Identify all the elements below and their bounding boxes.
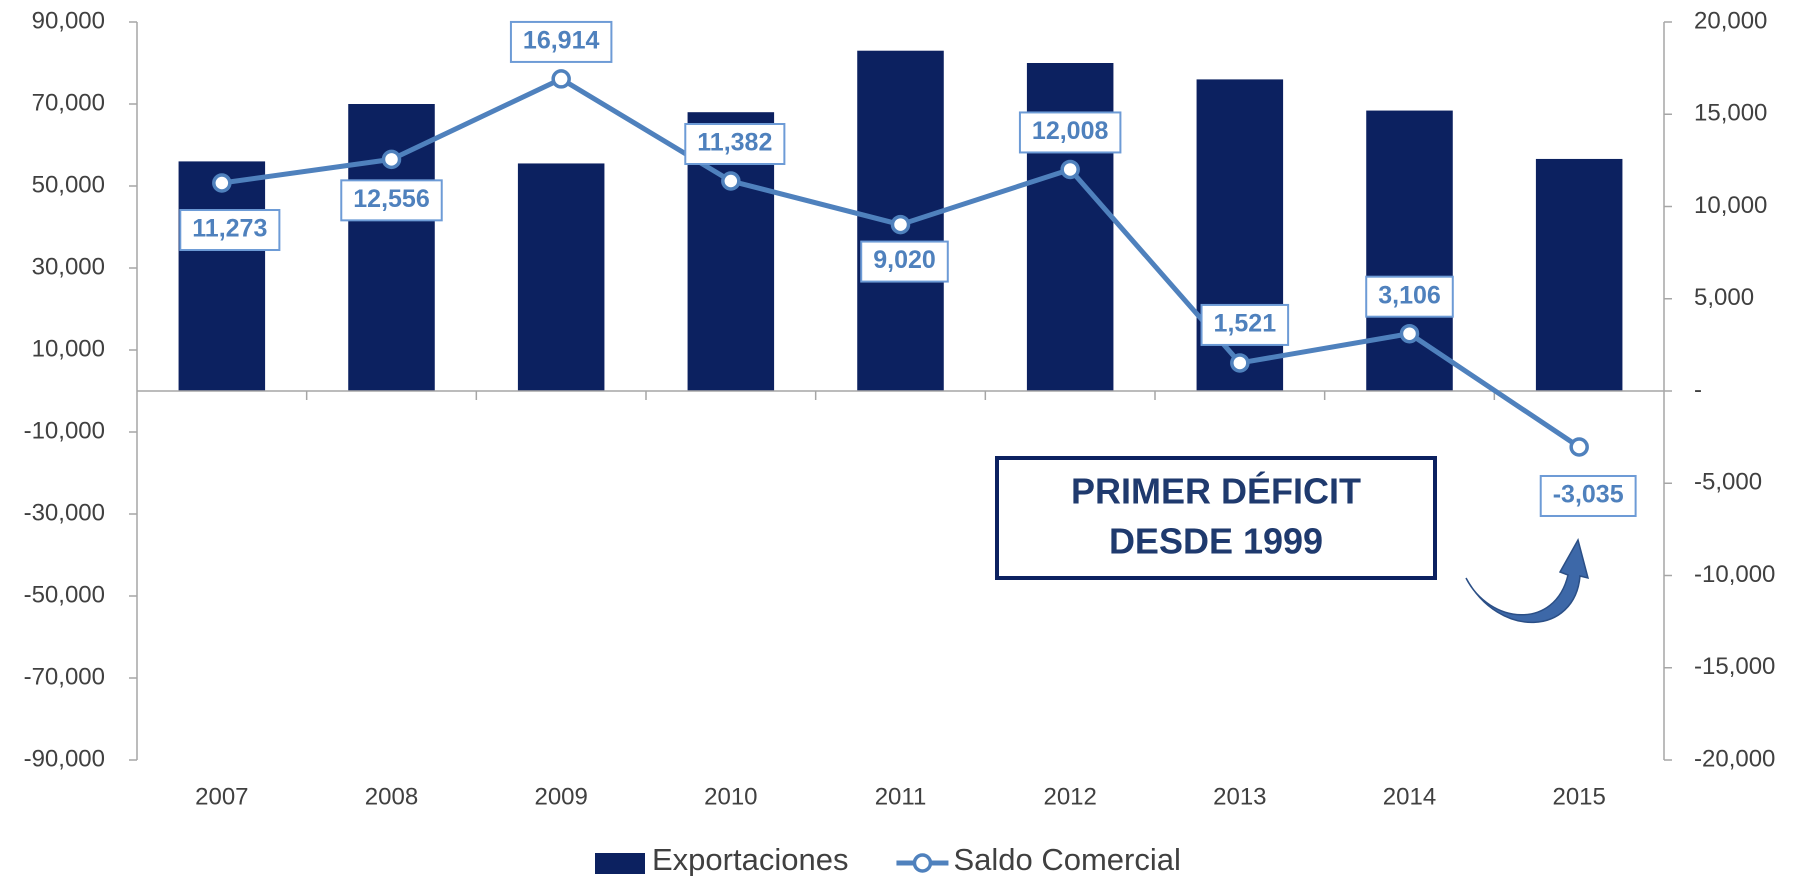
y-tick-label: 10,000: [32, 335, 105, 362]
x-tick-label: 2015: [1552, 783, 1605, 810]
data-label: 11,273: [192, 215, 267, 243]
y-tick-label: 30,000: [32, 253, 105, 280]
legend-label: Exportaciones: [652, 842, 848, 876]
legend-swatch: [595, 853, 645, 874]
y-tick-label: 70,000: [32, 89, 105, 116]
x-tick-label: 2010: [704, 783, 757, 810]
data-label-box: [340, 179, 443, 222]
y-tick-label: -50,000: [24, 581, 105, 608]
y2-tick-label: 20,000: [1694, 7, 1767, 34]
annotation-text: DESDE 1999: [1109, 521, 1323, 562]
x-tick-label: 2007: [195, 783, 248, 810]
point: [890, 214, 911, 235]
y-tick-label: 90,000: [32, 7, 105, 34]
bar: [1535, 158, 1623, 391]
y-tick-label: 50,000: [32, 171, 105, 198]
y-tick-label: -30,000: [24, 499, 105, 526]
data-label-box: [860, 240, 949, 283]
x-tick-label: 2013: [1213, 783, 1266, 810]
data-label-box: [179, 209, 281, 252]
y-tick-label: -70,000: [24, 663, 105, 690]
data-label: 11,382: [697, 129, 772, 157]
point: [1060, 159, 1080, 180]
point: [1399, 323, 1420, 344]
bar: [178, 161, 266, 391]
y-tick-label: -10,000: [24, 417, 105, 444]
data-label: -3,035: [1553, 481, 1624, 509]
x-tick-label: 2014: [1383, 783, 1436, 810]
data-label-box: [1200, 303, 1290, 346]
legend-swatch: [912, 853, 933, 873]
x-tick-label: 2008: [365, 783, 418, 810]
point: [381, 149, 402, 170]
point: [1569, 437, 1589, 457]
point: [212, 173, 232, 193]
y2-tick-label: 10,000: [1694, 192, 1767, 219]
data-label-box: [509, 20, 613, 63]
data-label-box: [684, 123, 786, 166]
x-tick-label: 2011: [875, 783, 927, 810]
y2-tick-label: 5,000: [1694, 284, 1754, 311]
y2-tick-label: -20,000: [1694, 745, 1775, 772]
data-label-box: [1365, 275, 1454, 318]
x-tick-label: 2009: [534, 783, 587, 810]
x-tick-label: 2012: [1043, 783, 1096, 810]
y2-tick-label: -: [1694, 376, 1702, 403]
data-label: 1,521: [1214, 310, 1277, 338]
data-label: 9,020: [873, 246, 936, 274]
legend-label: Saldo Comercial: [953, 842, 1180, 876]
point: [551, 69, 571, 89]
data-label: 12,556: [353, 185, 429, 213]
point: [721, 171, 741, 191]
annotation-arrow: [1465, 538, 1590, 624]
data-label: 3,106: [1378, 281, 1441, 309]
bar: [517, 163, 605, 391]
y2-tick-label: -10,000: [1694, 561, 1775, 588]
data-label: 16,914: [523, 27, 600, 55]
y2-tick-label: -15,000: [1694, 653, 1775, 680]
y-tick-label: -90,000: [24, 745, 105, 772]
y2-tick-label: -5,000: [1694, 469, 1762, 496]
bar: [1366, 110, 1453, 391]
point: [1230, 353, 1250, 373]
data-label: 12,008: [1032, 117, 1109, 145]
y2-tick-label: 15,000: [1694, 100, 1767, 127]
annotation-box: [995, 456, 1437, 580]
data-label-box: [1539, 474, 1637, 517]
data-label-box: [1018, 111, 1122, 154]
annotation-text: PRIMER DÉFICIT: [1071, 471, 1361, 512]
